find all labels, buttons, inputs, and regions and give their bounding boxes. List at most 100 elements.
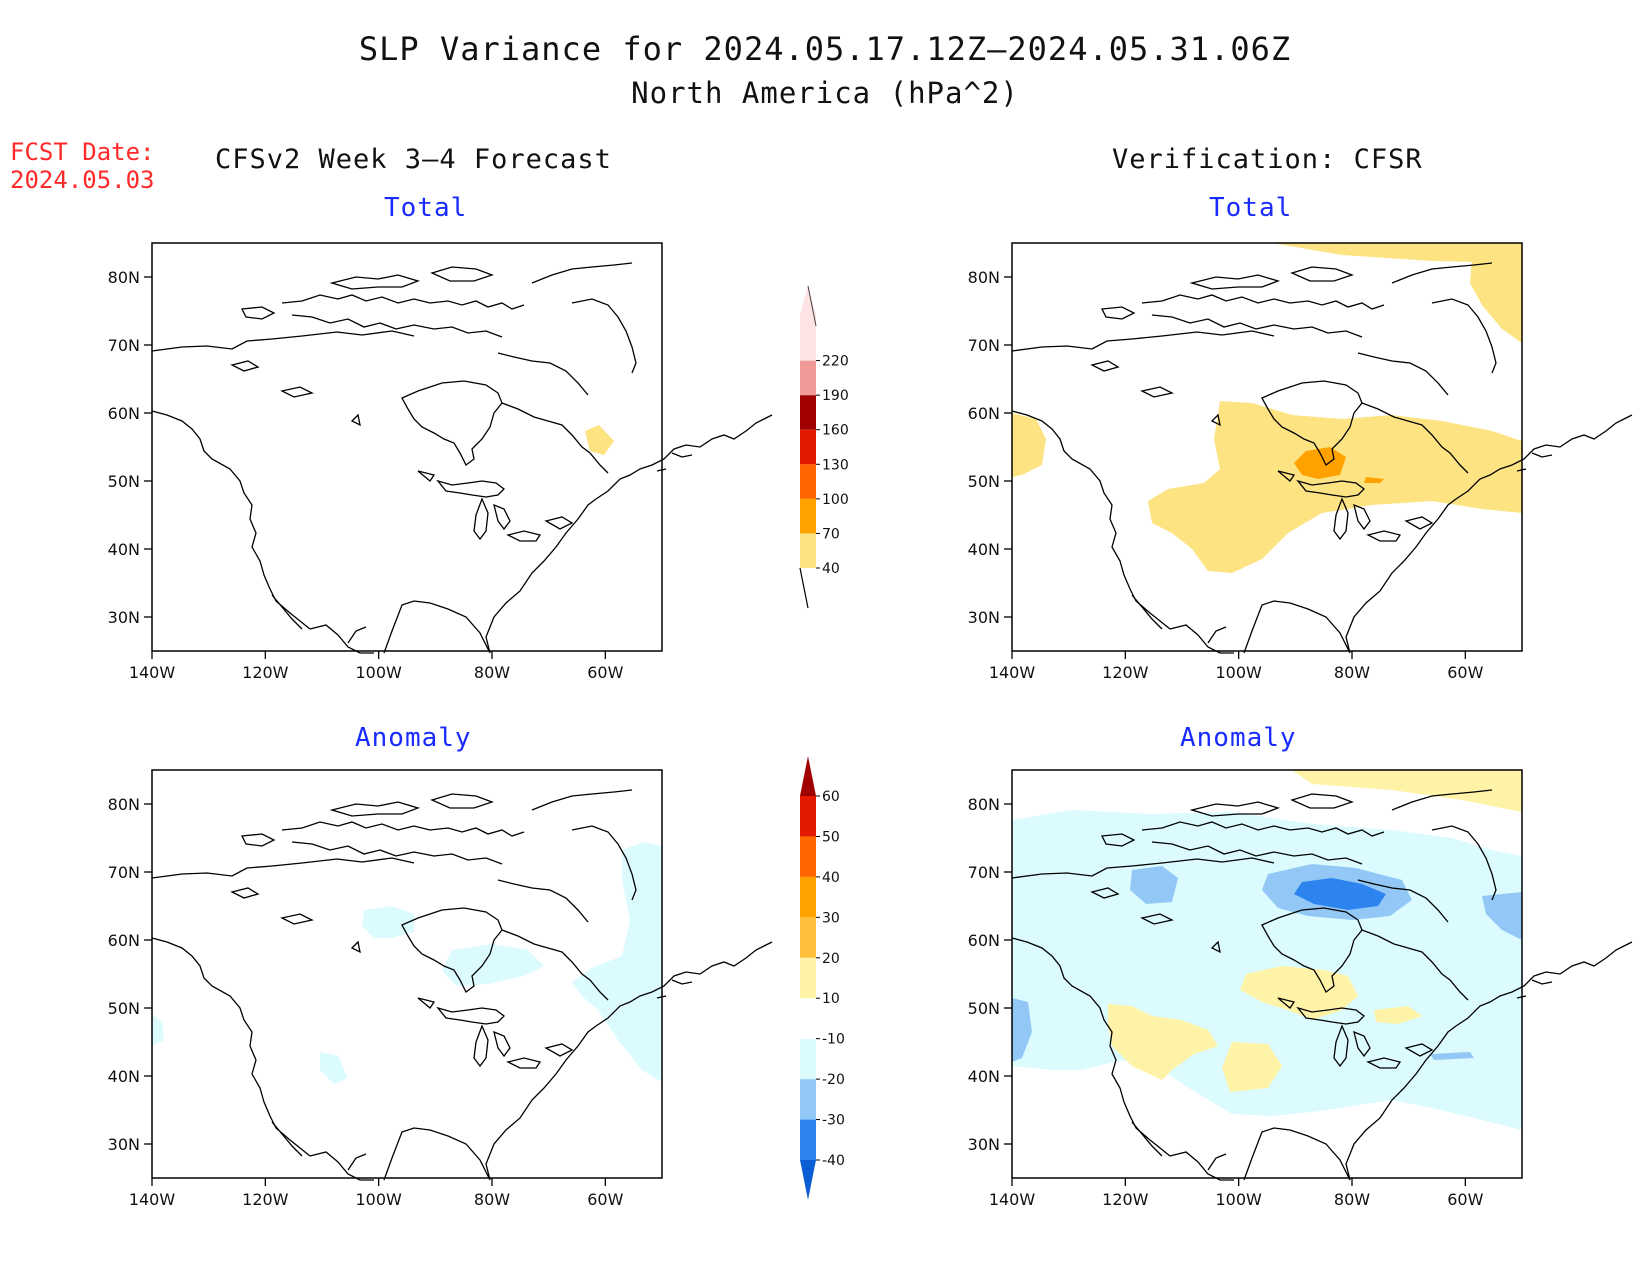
colorbar-box (800, 429, 816, 465)
verification-anomaly-label: Anomaly (1180, 723, 1297, 753)
contour-fill (1272, 243, 1522, 263)
fcst-date-label: FCST Date: (10, 138, 155, 166)
colorbar-box (800, 836, 816, 877)
lon-tick-label: 140W (129, 1190, 176, 1209)
lat-tick-label: 50N (968, 999, 1000, 1018)
map-frame (1011, 769, 1523, 1179)
colorbar-label: 160 (822, 423, 849, 439)
lon-tick-label: 140W (989, 1190, 1036, 1209)
colorbar-label: -30 (822, 1113, 845, 1129)
lon-tick-label: 120W (242, 1190, 289, 1209)
axes-layer: 140W 120W 100W 80W 60W 80N 70N 60N 50N 40N 30N 140W… (108, 268, 1484, 1209)
lon-tick-label: 120W (1102, 663, 1149, 682)
panel-axes: 140W 120W 100W 80W 60W 80N 70N 60N 50N 40N 30N (108, 268, 624, 682)
contour-fill (442, 944, 544, 986)
verification-total-label: Total (1209, 193, 1293, 223)
colorbar-box (800, 360, 816, 396)
lat-tick-label: 70N (968, 336, 1000, 355)
lon-tick-label: 120W (1102, 1190, 1149, 1209)
colorbar-label: 30 (822, 910, 840, 926)
lat-tick-label: 50N (968, 472, 1000, 491)
contour-fill (1374, 1006, 1422, 1024)
lon-tick-label: 140W (989, 663, 1036, 682)
lat-tick-label: 60N (968, 404, 1000, 423)
lat-tick-label: 60N (108, 404, 140, 423)
colorbar-label: -10 (822, 1032, 845, 1048)
panel-axes: 140W 120W 100W 80W 60W 80N 70N 60N 50N 40N 30N (108, 795, 624, 1209)
map-frame (1011, 242, 1523, 652)
verification-total-map (1011, 242, 1633, 654)
lon-tick-label: 60W (1447, 663, 1483, 682)
contour-fill (1148, 401, 1522, 573)
lat-tick-label: 40N (968, 1067, 1000, 1086)
fcst-date-value: 2024.05.03 (10, 166, 155, 194)
colorbar-label: 100 (822, 492, 849, 508)
colorbar-label: 40 (822, 561, 840, 577)
lat-tick-label: 30N (108, 1135, 140, 1154)
contour-fill (1294, 878, 1386, 910)
colorbar-arrow-high (800, 756, 816, 796)
contour-fill (1292, 770, 1522, 812)
lon-tick-label: 60W (587, 663, 623, 682)
colorbar-label: 130 (822, 457, 849, 473)
contour-fill (362, 906, 414, 938)
contour-fill (1240, 966, 1358, 1020)
lat-tick-label: 30N (968, 608, 1000, 627)
lon-tick-label: 140W (129, 663, 176, 682)
contour-fill (1430, 1052, 1474, 1060)
lat-tick-label: 60N (968, 931, 1000, 950)
lon-tick-label: 100W (1215, 1190, 1262, 1209)
panel-axes: 140W 120W 100W 80W 60W 80N 70N 60N 50N 40N 30N (968, 795, 1484, 1209)
colorbar-edge (807, 285, 817, 327)
colorbar-edge (799, 567, 809, 609)
forecast-column-title: CFSv2 Week 3—4 Forecast (215, 144, 612, 175)
lon-tick-label: 60W (587, 1190, 623, 1209)
colorbar-arrow-low (800, 1160, 816, 1200)
total-colorbar: 40 70 100 130 160 190 220 (799, 285, 849, 609)
lat-tick-label: 80N (108, 268, 140, 287)
lat-tick-label: 40N (108, 540, 140, 559)
colorbar-label: -40 (822, 1153, 845, 1169)
lat-tick-label: 70N (968, 863, 1000, 882)
lon-tick-label: 80W (474, 1190, 510, 1209)
contour-fill (1130, 866, 1178, 904)
lon-tick-label: 80W (474, 663, 510, 682)
contour-fill (1364, 477, 1384, 483)
colorbar-box (800, 957, 816, 999)
colorbar-label: 220 (822, 354, 849, 370)
contour-fill (1222, 1042, 1282, 1092)
colorbar-box (800, 286, 816, 361)
colorbar-label: 190 (822, 388, 849, 404)
colorbar-label: -20 (822, 1072, 845, 1088)
lat-tick-label: 80N (968, 795, 1000, 814)
lat-tick-label: 70N (108, 336, 140, 355)
lon-tick-label: 120W (242, 663, 289, 682)
colorbar-box (800, 1038, 816, 1080)
figure-title: SLP Variance for 2024.05.17.12Z—2024.05.… (358, 30, 1292, 68)
lon-tick-label: 100W (1215, 663, 1262, 682)
fcst-date: FCST Date: 2024.05.03 (10, 138, 155, 194)
contour-fill (1108, 1004, 1218, 1080)
forecast-anomaly-label: Anomaly (355, 723, 472, 753)
verification-column-title: Verification: CFSR (1112, 144, 1423, 175)
contour-fill (1012, 998, 1032, 1062)
anomaly-colorbar: -40 -30 -20 -10 10 20 30 40 50 60 (800, 756, 845, 1200)
contour-fill (1470, 257, 1522, 343)
contour-fill (572, 842, 662, 1082)
colorbar-label: 50 (822, 829, 840, 845)
lon-tick-label: 80W (1334, 663, 1370, 682)
lon-tick-label: 60W (1447, 1190, 1483, 1209)
colorbar-label: 40 (822, 870, 840, 886)
contour-fill (585, 425, 614, 455)
map-frame (151, 242, 663, 652)
lat-tick-label: 50N (108, 472, 140, 491)
colorbar-box (800, 1079, 816, 1120)
colorbar-label: 70 (822, 526, 840, 542)
contour-fill (1012, 413, 1046, 477)
contour-fill (1482, 892, 1522, 940)
colorbar-box (800, 464, 816, 499)
lat-tick-label: 70N (108, 863, 140, 882)
colorbar-box (800, 533, 816, 568)
panel-axes: 140W 120W 100W 80W 60W 80N 70N 60N 50N 40N 30N (968, 268, 1484, 682)
